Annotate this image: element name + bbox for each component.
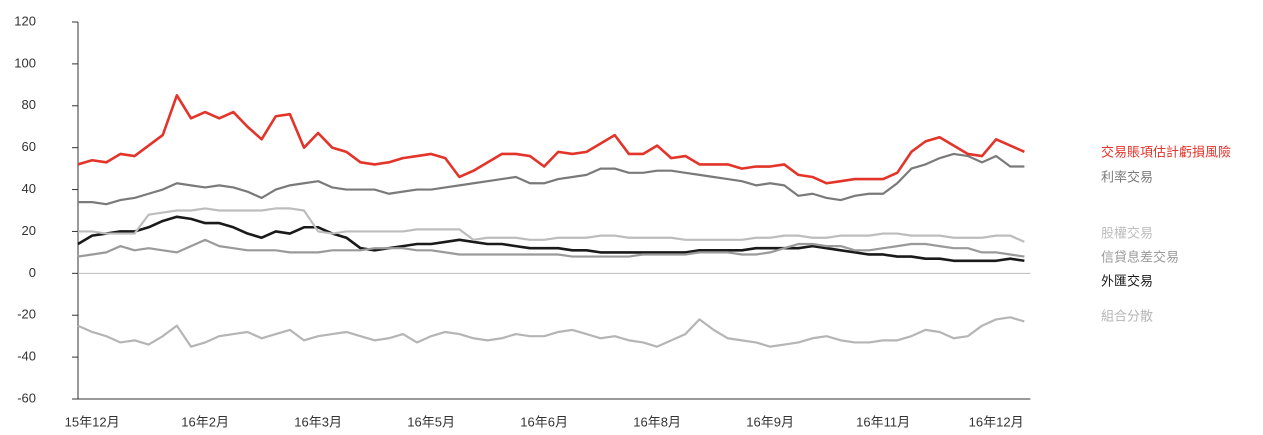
x-tick-label: 16年12月 (969, 414, 1024, 429)
x-tick-label: 16年9月 (746, 414, 794, 429)
legend-label: 交易賬項估計虧損風險 (1101, 144, 1231, 159)
legend-label: 信貸息差交易 (1101, 249, 1179, 264)
y-tick-label: 40 (22, 181, 36, 196)
x-tick-label: 16年5月 (407, 414, 455, 429)
legend-label: 股權交易 (1101, 225, 1153, 240)
line-series (78, 152, 1025, 206)
y-tick-label: 120 (14, 13, 36, 28)
y-tick-label: -60 (17, 390, 36, 405)
line-series (77, 215, 1025, 263)
x-tick-label: 16年6月 (520, 414, 568, 429)
legend-label: 組合分散 (1101, 308, 1153, 323)
y-tick-label: 80 (22, 97, 36, 112)
y-tick-label: 20 (22, 223, 36, 238)
y-tick-label: -40 (17, 349, 36, 364)
legend-label: 外匯交易 (1101, 273, 1153, 288)
x-tick-label: 16年8月 (633, 414, 681, 429)
y-tick-label: -20 (17, 307, 36, 322)
line-series (78, 207, 1025, 243)
y-tick-label: 100 (14, 55, 36, 70)
line-series (77, 238, 1025, 258)
x-tick-label: 15年12月 (65, 414, 120, 429)
legend-label: 利率交易 (1101, 169, 1153, 184)
line-series (77, 316, 1025, 348)
x-tick-label: 16年3月 (294, 414, 342, 429)
line-series (77, 94, 1025, 185)
y-tick-label: 60 (22, 139, 36, 154)
x-tick-label: 16年11月 (856, 414, 910, 429)
y-tick-label: 0 (29, 265, 36, 280)
x-tick-label: 16年2月 (181, 414, 229, 429)
